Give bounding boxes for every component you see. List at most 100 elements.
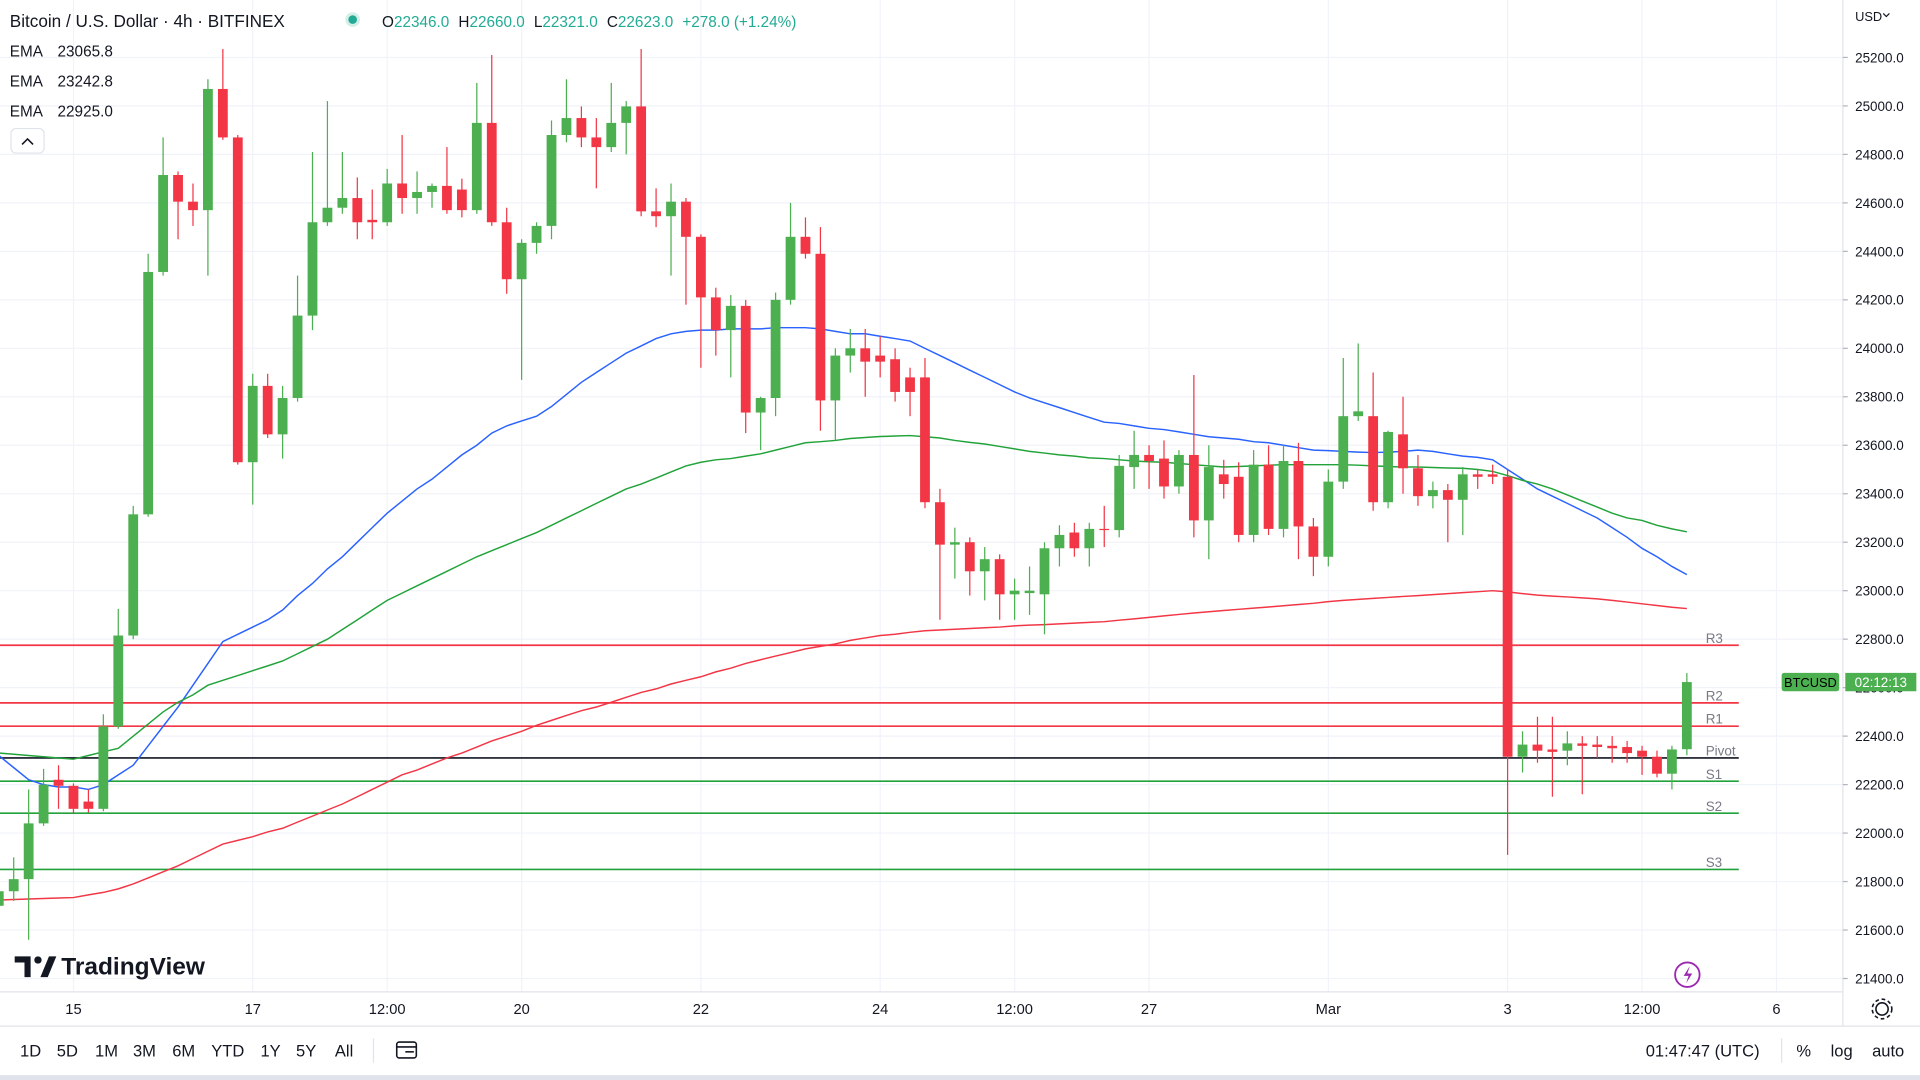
candle-body (1472, 474, 1483, 477)
candle-body (501, 222, 512, 280)
date-range-button[interactable] (395, 1041, 418, 1059)
logo-text: TradingView (61, 954, 206, 981)
candle-body (8, 879, 19, 892)
scale-option[interactable]: log (1831, 1042, 1853, 1061)
x-tick-label: 12:00 (369, 1002, 406, 1018)
logo-mark (34, 956, 42, 964)
alert-icon[interactable] (1674, 961, 1701, 988)
candle-body (666, 201, 676, 217)
range-button[interactable]: YTD (211, 1042, 244, 1061)
y-tick-label: 22000.0 (1855, 826, 1904, 841)
y-tick-label: 23600.0 (1855, 438, 1904, 453)
ohlc-value: 22346.0 (394, 14, 449, 31)
currency[interactable]: USD (1855, 9, 1882, 24)
candle-layer (0, 48, 1692, 940)
range-button[interactable]: 5Y (296, 1042, 316, 1061)
candle-body (830, 355, 841, 401)
candle-body (53, 779, 64, 786)
candle-body (98, 726, 109, 809)
x-tick-label: 6 (1772, 1002, 1780, 1018)
candle-body (23, 823, 34, 880)
y-tick-label: 24000.0 (1855, 341, 1904, 356)
candle-body (1413, 468, 1423, 497)
range-button[interactable]: All (335, 1042, 353, 1061)
candle-body (800, 236, 811, 254)
settings-button[interactable] (1871, 998, 1893, 1020)
ohlc-key: L (534, 14, 543, 31)
candle-body (1592, 744, 1603, 748)
candle-body (1054, 534, 1065, 549)
candle-body (292, 315, 303, 398)
candle-body (1457, 474, 1468, 500)
range-button[interactable]: 1M (95, 1042, 118, 1061)
range-button[interactable]: 1D (20, 1042, 41, 1061)
candle-body (471, 122, 482, 211)
candle-body (531, 225, 542, 243)
y-tick-label: 25200.0 (1855, 50, 1904, 65)
change: +278.0 (+1.24%) (682, 14, 796, 31)
x-tick-label: 15 (65, 1002, 81, 1018)
clock[interactable]: 01:47:47 (UTC) (1646, 1042, 1760, 1061)
candle-body (38, 784, 49, 824)
y-tick-label: 23000.0 (1855, 584, 1904, 599)
candle-body (1652, 756, 1662, 774)
candle-body (1667, 749, 1677, 774)
calendar-icon (395, 1041, 418, 1059)
candle-body (367, 219, 378, 223)
y-tick-label: 21600.0 (1855, 923, 1904, 938)
ema-value: 23242.8 (58, 73, 113, 90)
pivot-label: R1 (1706, 712, 1723, 727)
x-tick-label: 22 (693, 1002, 709, 1018)
ohlc-value: 22321.0 (542, 14, 597, 31)
candle-body (785, 236, 796, 300)
range-button[interactable]: 6M (172, 1042, 195, 1061)
pivot-label: S3 (1706, 855, 1722, 870)
gear-icon (1875, 1002, 1889, 1016)
scale-option[interactable]: auto (1872, 1042, 1904, 1061)
y-tick-label: 21400.0 (1855, 971, 1904, 986)
range-button[interactable]: 1Y (261, 1042, 281, 1061)
candle-body (1218, 474, 1229, 485)
candle-body (1547, 749, 1558, 752)
collapse-button[interactable] (10, 127, 45, 154)
pivot-label: R2 (1706, 688, 1723, 703)
candle-body (1039, 548, 1050, 595)
candle-body (606, 122, 617, 148)
candle-body (1577, 743, 1588, 746)
symbol-tag-text: BTCUSD (1784, 675, 1837, 690)
candle-body (217, 88, 228, 138)
y-tick-label: 24400.0 (1855, 244, 1904, 259)
scale-option[interactable]: % (1796, 1042, 1811, 1061)
range-button[interactable]: 3M (133, 1042, 156, 1061)
collapse-icon (21, 137, 34, 146)
candle-body (1308, 526, 1319, 557)
candle-body (1622, 747, 1632, 754)
candle-body (1353, 411, 1364, 417)
y-tick-label: 23200.0 (1855, 535, 1904, 550)
y-tick-label: 24200.0 (1855, 293, 1904, 308)
range-button[interactable]: 5D (57, 1042, 78, 1061)
candle-body (352, 198, 363, 223)
candle-body (128, 514, 139, 636)
ema-line (0, 589, 1687, 901)
candle-body (1442, 490, 1453, 500)
candle-body (1428, 490, 1438, 497)
ema-name: EMA (10, 43, 44, 60)
candle-body (442, 185, 452, 211)
time-axis-labels: 15 17 12:00 20 22 24 12:00 27 Mar 3 12:00 6 (65, 1002, 1780, 1018)
candle-body (860, 348, 871, 362)
candle-body (1487, 474, 1498, 477)
candle-body (710, 297, 721, 331)
candle-body (277, 397, 288, 435)
candle-body (1099, 528, 1110, 531)
candle-body (1159, 458, 1169, 487)
candle-body (247, 385, 258, 463)
candle-body (1144, 454, 1154, 462)
candle-body (1203, 467, 1214, 521)
x-tick-label: 20 (513, 1002, 529, 1018)
candle-body (1398, 434, 1408, 469)
candle-body (1024, 590, 1035, 594)
candle-body (427, 185, 437, 192)
price-axis (1842, 0, 1920, 1027)
